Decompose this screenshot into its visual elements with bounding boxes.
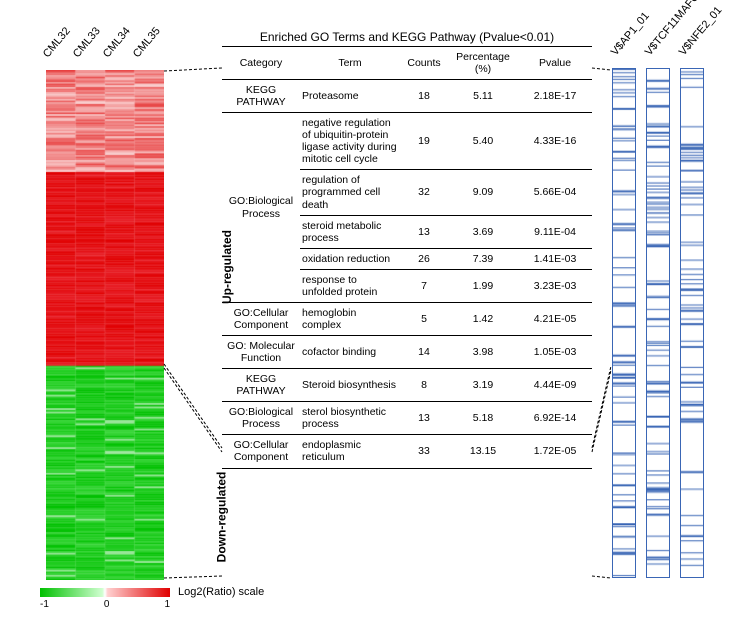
cell-pct: 9.09 <box>448 170 518 215</box>
table-row: KEGG PATHWAYSteroid biosynthesis83.194.4… <box>222 369 592 402</box>
cell-pval: 4.44E-09 <box>518 369 592 402</box>
th-term: Term <box>300 47 400 80</box>
cell-pval: 9.11E-04 <box>518 215 592 248</box>
cell-counts: 26 <box>400 248 448 269</box>
cell-pct: 5.11 <box>448 80 518 113</box>
group-label-down: Down-regulated <box>214 472 228 563</box>
table-row: GO:Biological Processnegative regulation… <box>222 113 592 170</box>
heatmap-col-label: CML32 <box>41 25 73 60</box>
cell-pct: 3.19 <box>448 369 518 402</box>
tfbs-area: V$AP1_01 V$TCF11MAFG_01 V$NFE2_01 <box>612 68 722 578</box>
cell-term: regulation of programmed cell death <box>300 170 400 215</box>
cell-pval: 6.92E-14 <box>518 402 592 435</box>
cell-category: GO: Molecular Function <box>222 336 300 369</box>
table-row: KEGG PATHWAYProteasome185.112.18E-17 <box>222 80 592 113</box>
cell-term: steroid metabolic process <box>300 215 400 248</box>
scale-ticks: -1 0 1 <box>40 599 170 610</box>
heatmap-canvas <box>46 70 164 580</box>
cell-counts: 33 <box>400 435 448 468</box>
cell-pct: 1.42 <box>448 302 518 335</box>
heatmap-column-labels: CML32 CML33 CML34 CML35 <box>48 10 166 70</box>
cell-pval: 1.72E-05 <box>518 435 592 468</box>
cell-pval: 1.05E-03 <box>518 336 592 369</box>
cell-counts: 13 <box>400 215 448 248</box>
cell-category: GO:Cellular Component <box>222 302 300 335</box>
cell-counts: 18 <box>400 80 448 113</box>
table-title: Enriched GO Terms and KEGG Pathway (Pval… <box>222 30 592 44</box>
cell-counts: 32 <box>400 170 448 215</box>
cell-pval: 3.23E-03 <box>518 269 592 302</box>
th-pct: Percentage (%) <box>448 47 518 80</box>
th-category: Category <box>222 47 300 80</box>
cell-pval: 2.18E-17 <box>518 80 592 113</box>
cell-counts: 7 <box>400 269 448 302</box>
heatmap-col-label: CML34 <box>101 25 133 60</box>
color-scale: -1 0 1 <box>40 588 170 618</box>
cell-term: sterol biosynthetic process <box>300 402 400 435</box>
cell-term: endoplasmic reticulum <box>300 435 400 468</box>
cell-category: GO:Cellular Component <box>222 435 300 468</box>
table-row: GO: Molecular Functioncofactor binding14… <box>222 336 592 369</box>
cell-counts: 5 <box>400 302 448 335</box>
tfbs-column <box>646 68 670 578</box>
cell-pct: 5.40 <box>448 113 518 170</box>
go-kegg-table: Category Term Counts Percentage (%) Pval… <box>222 46 592 469</box>
table-row: GO:Cellular Componenthemoglobin complex5… <box>222 302 592 335</box>
cell-term: response to unfolded protein <box>300 269 400 302</box>
cell-counts: 13 <box>400 402 448 435</box>
scale-max: 1 <box>164 599 170 610</box>
cell-pct: 1.99 <box>448 269 518 302</box>
cell-pval: 5.66E-04 <box>518 170 592 215</box>
th-pval: Pvalue <box>518 47 592 80</box>
cell-pct: 3.69 <box>448 215 518 248</box>
cell-term: cofactor binding <box>300 336 400 369</box>
cell-term: negative regulation of ubiquitin-protein… <box>300 113 400 170</box>
heatmap-col-label: CML33 <box>71 25 103 60</box>
table-header-row: Category Term Counts Percentage (%) Pval… <box>222 47 592 80</box>
cell-category: GO:Biological Process <box>222 113 300 303</box>
cell-pct: 5.18 <box>448 402 518 435</box>
scale-gradient <box>40 588 170 597</box>
cell-category: KEGG PATHWAY <box>222 369 300 402</box>
cell-term: Steroid biosynthesis <box>300 369 400 402</box>
cell-pct: 7.39 <box>448 248 518 269</box>
cell-counts: 19 <box>400 113 448 170</box>
heatmap <box>46 70 164 580</box>
cell-counts: 14 <box>400 336 448 369</box>
scale-label: Log2(Ratio) scale <box>178 586 264 598</box>
cell-pval: 1.41E-03 <box>518 248 592 269</box>
heatmap-col-label: CML35 <box>131 25 163 60</box>
scale-mid: 0 <box>104 599 110 610</box>
figure-root: CML32 CML33 CML34 CML35 -1 0 1 Log2(Rati… <box>0 0 747 643</box>
cell-term: Proteasome <box>300 80 400 113</box>
cell-pval: 4.21E-05 <box>518 302 592 335</box>
cell-counts: 8 <box>400 369 448 402</box>
cell-pval: 4.33E-16 <box>518 113 592 170</box>
cell-pct: 13.15 <box>448 435 518 468</box>
tfbs-column <box>612 68 636 578</box>
cell-pct: 3.98 <box>448 336 518 369</box>
enrichment-table: Enriched GO Terms and KEGG Pathway (Pval… <box>222 30 592 469</box>
th-counts: Counts <box>400 47 448 80</box>
table-row: GO:Cellular Componentendoplasmic reticul… <box>222 435 592 468</box>
cell-category: KEGG PATHWAY <box>222 80 300 113</box>
table-row: GO:Biological Processsterol biosynthetic… <box>222 402 592 435</box>
scale-min: -1 <box>40 599 49 610</box>
cell-term: hemoglobin complex <box>300 302 400 335</box>
cell-category: GO:Biological Process <box>222 402 300 435</box>
tfbs-column <box>680 68 704 578</box>
cell-term: oxidation reduction <box>300 248 400 269</box>
